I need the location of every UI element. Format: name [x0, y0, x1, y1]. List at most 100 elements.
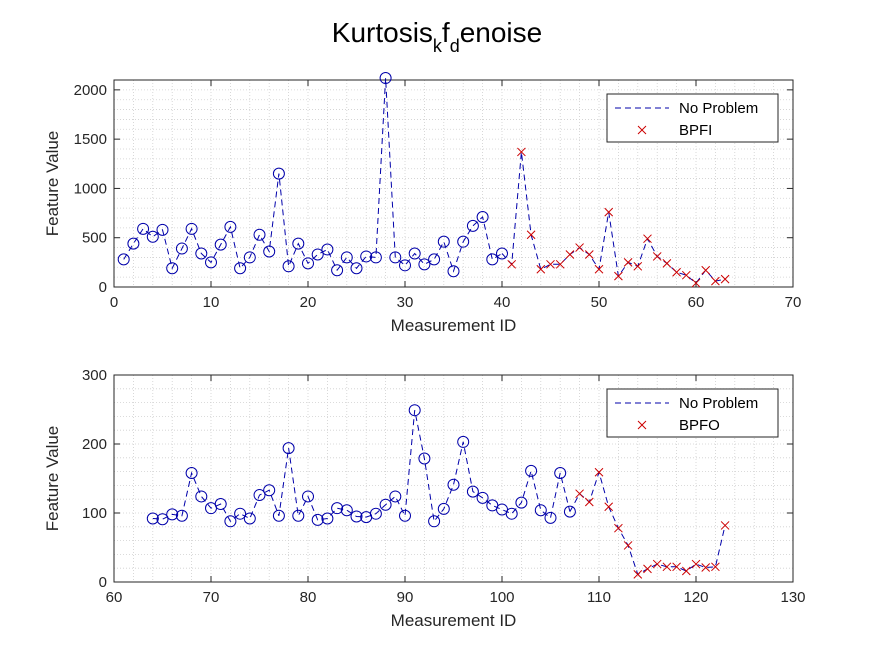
- data-point-x: [614, 523, 623, 533]
- data-point-circle: [214, 238, 227, 251]
- grid: [114, 375, 793, 582]
- data-point-x: [575, 489, 584, 499]
- data-point-x: [584, 497, 594, 507]
- data-point-circle: [428, 253, 441, 266]
- data-point-circle: [117, 253, 130, 266]
- data-point-x: [643, 564, 652, 574]
- y-tick-label: 2000: [74, 82, 107, 99]
- data-point-circle: [369, 251, 382, 264]
- title-part-tail: enoise: [460, 17, 543, 48]
- data-point-circle: [195, 490, 208, 503]
- data-point-circle: [399, 259, 411, 272]
- data-point-x: [623, 541, 633, 550]
- legend-entry-label: BPFO: [679, 417, 720, 434]
- x-tick-label: 20: [300, 294, 317, 311]
- data-point-circle: [292, 237, 305, 250]
- data-point-circle: [379, 72, 392, 85]
- data-point-circle: [243, 251, 256, 264]
- data-point-circle: [166, 508, 179, 521]
- x-axis-label: Measurement ID: [391, 611, 517, 630]
- legend-box: [606, 388, 779, 438]
- title-sub-k: k: [433, 36, 443, 56]
- data-point-circle: [466, 485, 479, 498]
- data-point-circle: [195, 247, 208, 260]
- data-point-x: [555, 259, 565, 269]
- data-point-circle: [292, 509, 305, 522]
- data-point-circle: [418, 258, 431, 271]
- legend: No Problem BPFI: [606, 93, 779, 143]
- data-point-circle: [350, 262, 363, 275]
- data-point-circle: [224, 515, 237, 528]
- data-point-x: [526, 230, 536, 240]
- data-point-circle: [554, 466, 567, 479]
- data-point-circle: [263, 484, 276, 497]
- data-point-circle: [389, 251, 402, 264]
- y-tick-label: 0: [99, 279, 107, 296]
- y-tick-label: 200: [82, 436, 107, 453]
- y-tick-label: 100: [82, 505, 107, 522]
- data-point-circle: [437, 502, 450, 515]
- data-point-x: [681, 566, 691, 576]
- x-tick-label: 80: [300, 589, 317, 606]
- data-point-x: [701, 265, 711, 275]
- data-point-circle: [156, 223, 169, 236]
- data-point-circle: [418, 452, 431, 465]
- data-point-x: [701, 563, 711, 572]
- data-point-x: [633, 570, 643, 579]
- data-point-circle: [205, 256, 217, 269]
- data-point-circle: [447, 478, 460, 491]
- x-axis-label: Measurement ID: [391, 316, 517, 335]
- data-point-circle: [340, 504, 353, 517]
- y-tick-label: 300: [82, 367, 107, 384]
- y-tick-label: 1000: [74, 180, 107, 197]
- data-point-x: [681, 270, 691, 280]
- data-point-circle: [331, 502, 344, 515]
- x-tick-label: 100: [489, 589, 514, 606]
- y-axis-label: Feature Value: [43, 131, 62, 237]
- data-point-circle: [369, 507, 382, 520]
- series-line: [123, 77, 503, 273]
- data-point-circle: [175, 242, 188, 255]
- data-point-x: [711, 276, 720, 286]
- data-point-circle: [457, 235, 470, 248]
- data-point-x: [691, 559, 701, 569]
- x-tick-label: 120: [683, 589, 708, 606]
- data-point-x: [594, 467, 604, 477]
- x-tick-label: 90: [397, 589, 414, 606]
- series-line: [501, 151, 726, 284]
- data-point-circle: [146, 512, 159, 525]
- x-tick-label: 70: [785, 294, 802, 311]
- data-point-x: [517, 147, 526, 157]
- data-point-circle: [302, 257, 314, 270]
- data-point-circle: [457, 435, 470, 448]
- data-point-circle: [272, 509, 285, 522]
- data-point-x: [507, 259, 517, 269]
- data-point-circle: [146, 230, 159, 243]
- data-point-circle: [185, 222, 198, 235]
- data-point-circle: [340, 251, 353, 264]
- data-point-circle: [166, 262, 179, 275]
- x-tick-label: 40: [494, 294, 511, 311]
- legend-entry-label: No Problem: [679, 100, 758, 117]
- x-tick-label: 60: [688, 294, 705, 311]
- data-point-circle: [486, 253, 499, 266]
- data-point-circle: [360, 250, 373, 263]
- data-point-circle: [243, 512, 256, 525]
- data-point-x: [720, 521, 730, 530]
- x-tick-label: 0: [110, 294, 118, 311]
- data-point-x: [652, 252, 662, 261]
- data-point-circle: [156, 513, 169, 526]
- data-point-circle: [466, 219, 479, 232]
- x-tick-label: 130: [780, 589, 805, 606]
- data-point-circle: [544, 511, 557, 524]
- legend-marker-sample: [637, 125, 647, 135]
- y-tick-label: 1500: [74, 131, 107, 148]
- series-no-problem: [117, 72, 508, 278]
- data-point-circle: [302, 490, 314, 503]
- x-tick-label: 70: [203, 589, 220, 606]
- data-point-circle: [379, 498, 392, 511]
- data-point-circle: [234, 507, 247, 520]
- data-point-circle: [476, 211, 489, 224]
- data-point-circle: [505, 507, 518, 520]
